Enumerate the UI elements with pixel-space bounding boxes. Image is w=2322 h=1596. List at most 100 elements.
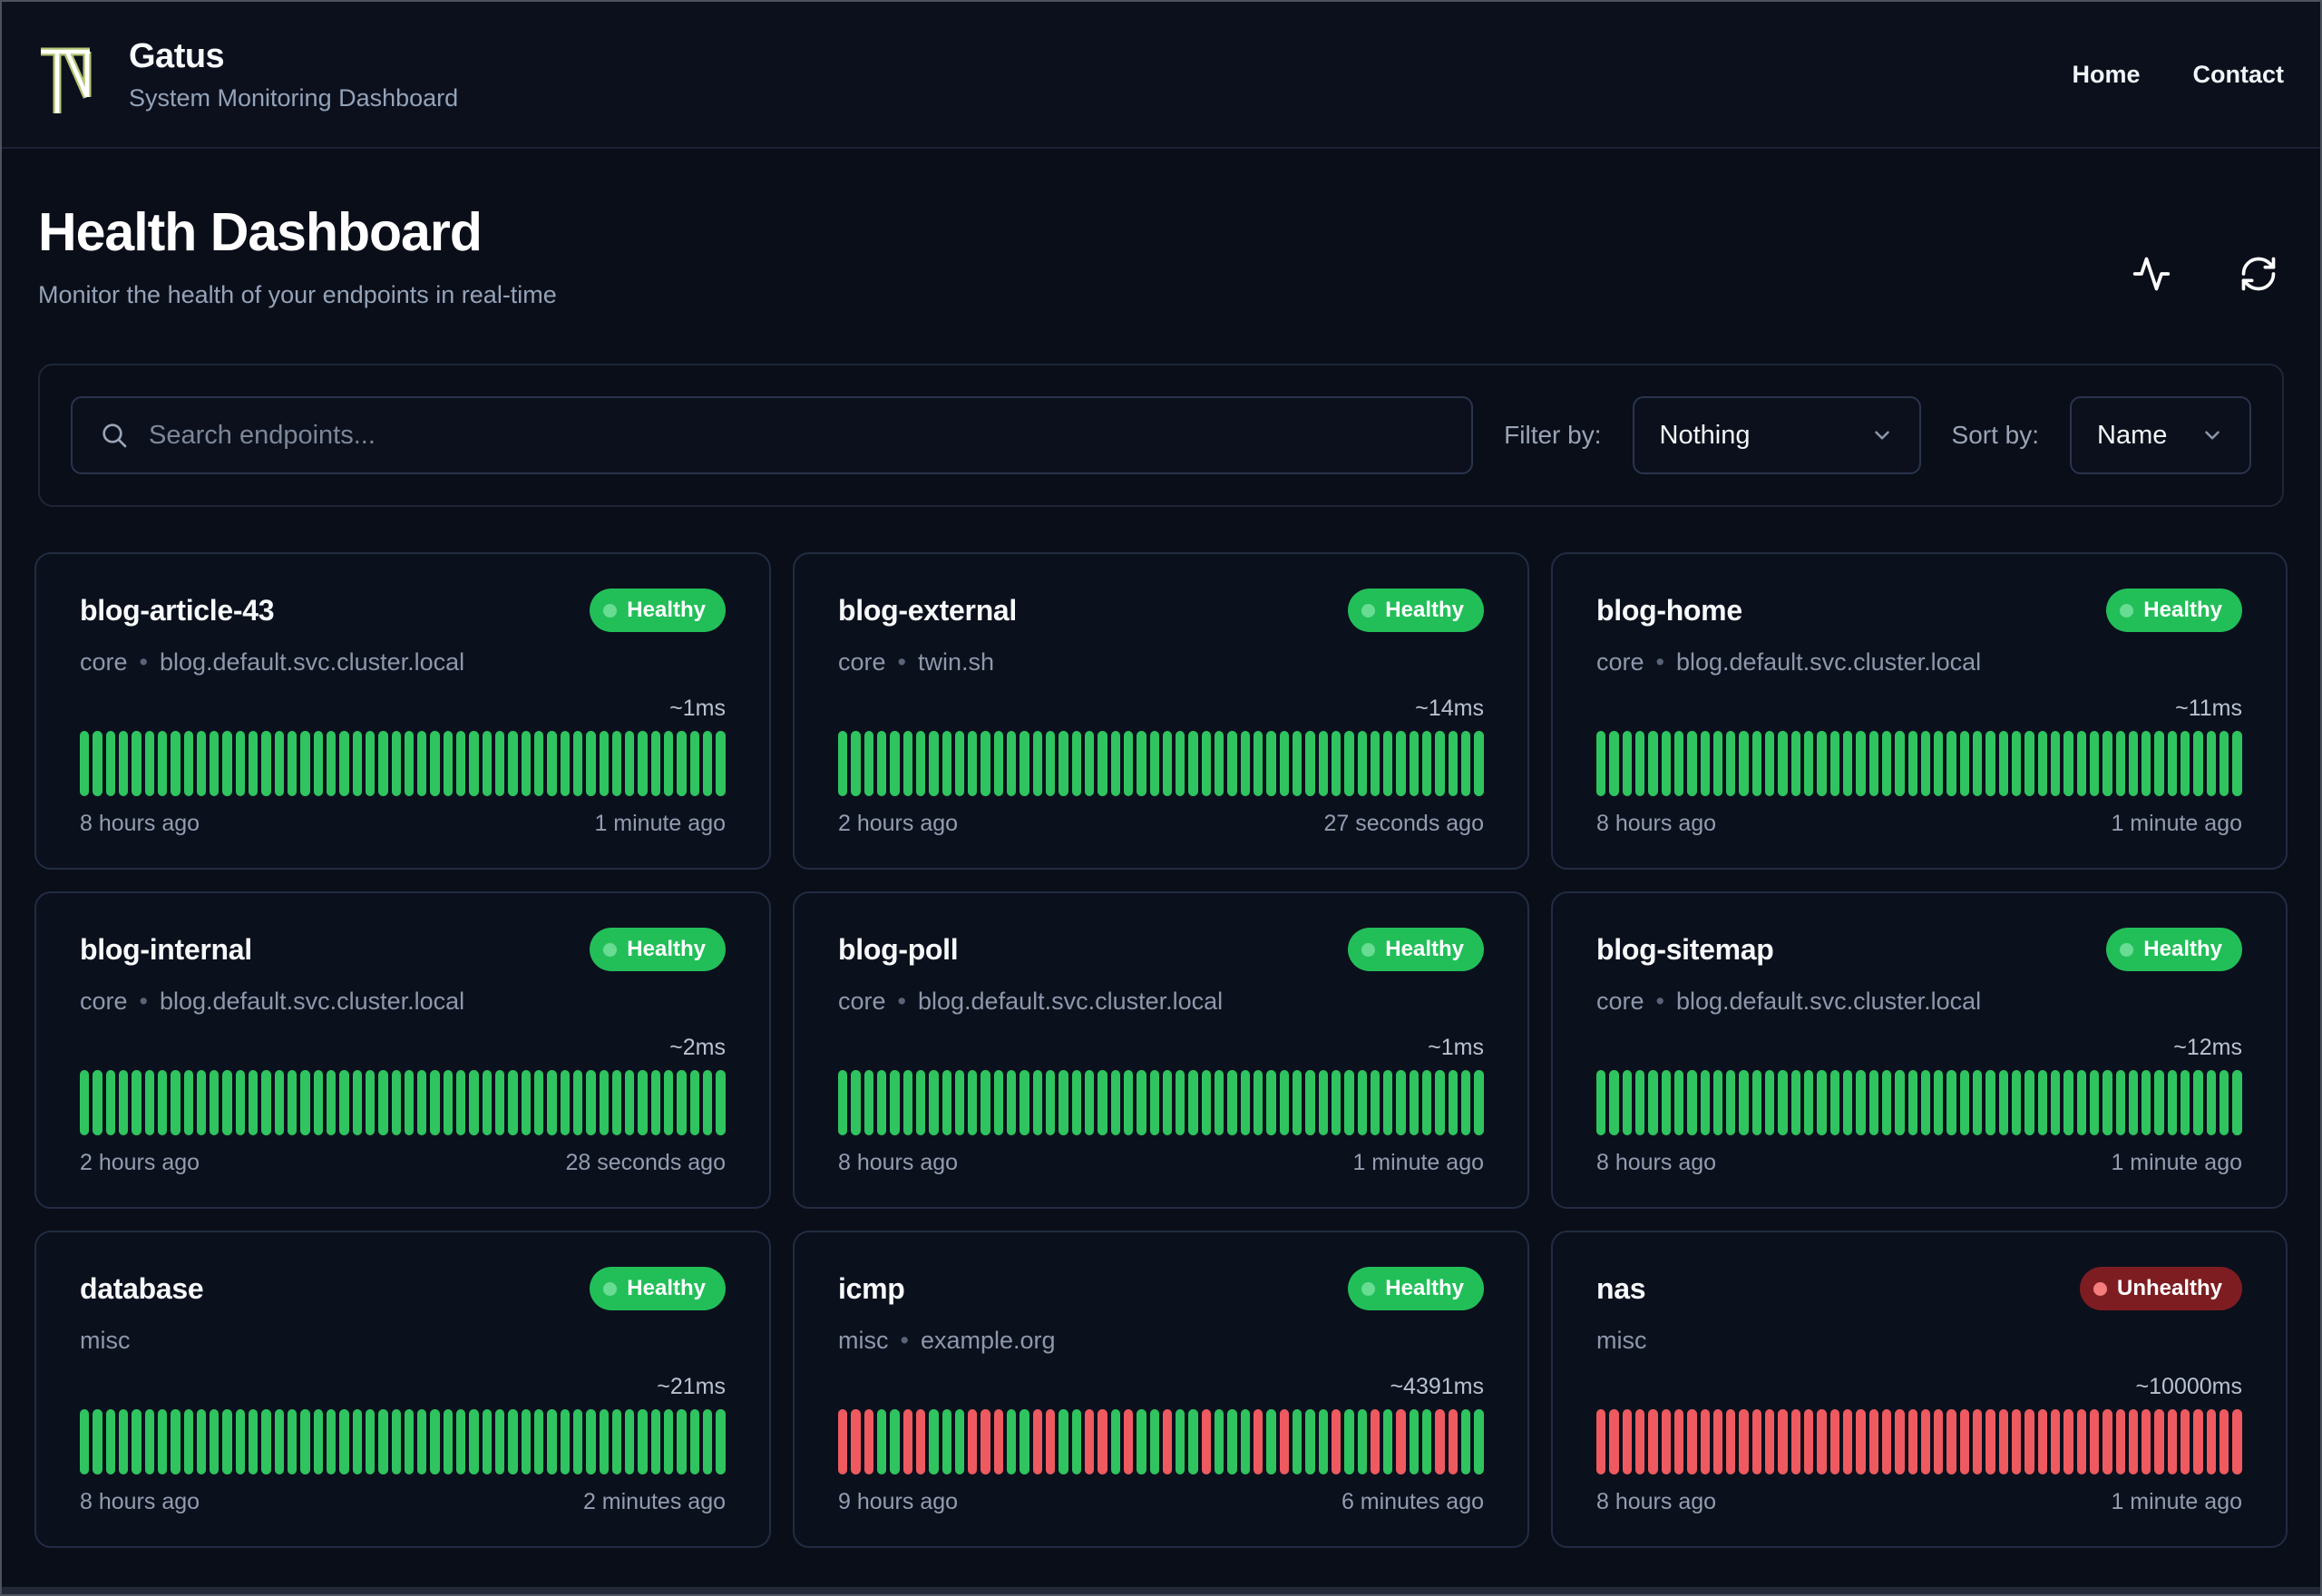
uptime-bar-success[interactable] [2037,731,2047,796]
uptime-bar-failure[interactable] [1804,1409,1814,1474]
uptime-bar-success[interactable] [716,1409,726,1474]
uptime-bar-success[interactable] [482,1070,492,1135]
uptime-bar-success[interactable] [404,1409,415,1474]
uptime-bar-success[interactable] [1201,1070,1212,1135]
uptime-bar-success[interactable] [378,1070,388,1135]
endpoint-card[interactable]: blog-external Healthy core • twin.sh ~14ms… [793,552,1529,870]
uptime-bar-success[interactable] [1266,1409,1276,1474]
uptime-bar-failure[interactable] [981,1409,990,1474]
uptime-bar-success[interactable] [1123,731,1134,796]
uptime-bar-success[interactable] [300,1070,310,1135]
uptime-bar-success[interactable] [954,1409,965,1474]
uptime-bar-failure[interactable] [968,1409,978,1474]
uptime-bar-success[interactable] [1474,1070,1484,1135]
uptime-bar-success[interactable] [586,1070,596,1135]
uptime-bar-failure[interactable] [1973,1409,1983,1474]
uptime-bar-success[interactable] [586,731,596,796]
uptime-bar-success[interactable] [1007,731,1017,796]
uptime-bar-success[interactable] [1622,1070,1632,1135]
uptime-bar-success[interactable] [1149,1409,1159,1474]
uptime-bar-success[interactable] [1751,1070,1762,1135]
uptime-bar-success[interactable] [1661,1070,1671,1135]
uptime-bar-success[interactable] [261,1409,271,1474]
uptime-bar-success[interactable] [1007,1409,1017,1474]
uptime-bar-failure[interactable] [1596,1409,1606,1474]
uptime-bar-success[interactable] [1227,1070,1237,1135]
uptime-bar-success[interactable] [599,731,609,796]
uptime-bar-success[interactable] [2142,1070,2151,1135]
uptime-bar-success[interactable] [521,731,531,796]
uptime-bar-success[interactable] [890,731,900,796]
uptime-bar-success[interactable] [1240,1070,1250,1135]
uptime-bar-success[interactable] [1946,731,1956,796]
uptime-bar-success[interactable] [1240,1409,1250,1474]
uptime-bar-success[interactable] [1435,731,1445,796]
uptime-bar-success[interactable] [1292,731,1302,796]
uptime-bar-success[interactable] [352,1070,362,1135]
uptime-bar-failure[interactable] [1751,1409,1762,1474]
uptime-bar-success[interactable] [1973,1070,1983,1135]
uptime-bar-success[interactable] [1162,1070,1173,1135]
uptime-bar-success[interactable] [118,731,129,796]
uptime-bar-success[interactable] [929,1070,939,1135]
uptime-bar-failure[interactable] [902,1409,912,1474]
uptime-bar-success[interactable] [1396,1070,1406,1135]
uptime-bar-success[interactable] [443,1409,454,1474]
uptime-bar-success[interactable] [2181,1070,2190,1135]
uptime-bar-success[interactable] [1634,731,1645,796]
uptime-bar-failure[interactable] [2206,1409,2216,1474]
uptime-bar-success[interactable] [1137,1409,1146,1474]
uptime-bar-failure[interactable] [1634,1409,1645,1474]
uptime-bar-success[interactable] [1907,731,1917,796]
uptime-bar-success[interactable] [689,1409,699,1474]
uptime-bar-success[interactable] [1344,1409,1354,1474]
uptime-bar-success[interactable] [1046,731,1056,796]
uptime-bar-success[interactable] [650,1409,661,1474]
uptime-bar-failure[interactable] [2102,1409,2112,1474]
uptime-bar-success[interactable] [339,1070,349,1135]
uptime-bar-success[interactable] [1176,1070,1185,1135]
uptime-bar-success[interactable] [929,1409,939,1474]
uptime-bar-success[interactable] [1474,1409,1484,1474]
endpoint-card[interactable]: icmp Healthy misc • example.org ~4391ms 9 … [793,1231,1529,1548]
uptime-bar-success[interactable] [572,1070,583,1135]
uptime-bar-success[interactable] [1634,1070,1645,1135]
uptime-bar-success[interactable] [560,1409,570,1474]
uptime-bar-success[interactable] [1804,731,1814,796]
uptime-bar-success[interactable] [1331,1070,1341,1135]
uptime-bar-success[interactable] [2102,731,2112,796]
uptime-bar-success[interactable] [1673,731,1684,796]
uptime-bar-success[interactable] [851,731,861,796]
uptime-bar-success[interactable] [1856,731,1866,796]
uptime-bar-success[interactable] [313,731,323,796]
uptime-bar-success[interactable] [2167,1070,2178,1135]
uptime-bar-success[interactable] [1176,1409,1185,1474]
uptime-bar-success[interactable] [443,1070,454,1135]
uptime-bar-success[interactable] [2089,731,2100,796]
uptime-bar-success[interactable] [352,731,362,796]
uptime-bar-success[interactable] [2115,1070,2125,1135]
uptime-bar-success[interactable] [981,731,990,796]
uptime-bar-success[interactable] [1409,731,1420,796]
uptime-bar-success[interactable] [326,1070,337,1135]
uptime-bar-success[interactable] [1007,1070,1017,1135]
uptime-bar-success[interactable] [1687,1070,1697,1135]
uptime-bar-success[interactable] [981,1070,990,1135]
uptime-bar-success[interactable] [1240,731,1250,796]
uptime-bar-success[interactable] [144,1070,154,1135]
endpoint-card[interactable]: database Healthy misc ~21ms 8 hours ago … [34,1231,771,1548]
uptime-bar-success[interactable] [157,1070,168,1135]
uptime-bar-success[interactable] [1881,1070,1892,1135]
uptime-bar-success[interactable] [1751,731,1762,796]
uptime-bar-failure[interactable] [1098,1409,1107,1474]
uptime-bar-success[interactable] [547,731,557,796]
uptime-bar-success[interactable] [1188,731,1198,796]
uptime-bar-success[interactable] [2206,731,2216,796]
uptime-bar-success[interactable] [521,1070,531,1135]
uptime-bar-success[interactable] [2012,731,2022,796]
uptime-bar-success[interactable] [352,1409,362,1474]
uptime-bar-success[interactable] [456,1070,466,1135]
uptime-bar-failure[interactable] [1920,1409,1931,1474]
uptime-bar-success[interactable] [2128,1070,2139,1135]
uptime-bar-success[interactable] [183,731,193,796]
